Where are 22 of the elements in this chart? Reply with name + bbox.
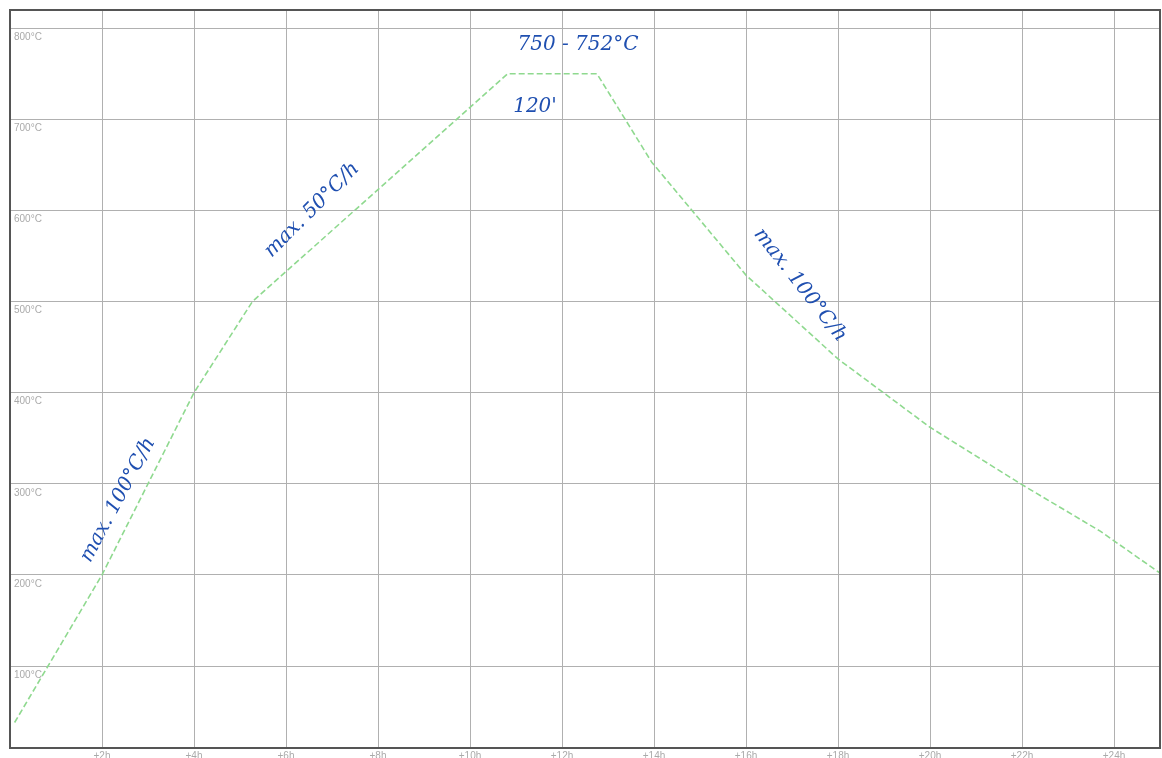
y-tick-label: 200°C xyxy=(14,577,42,589)
x-tick-label: +18h xyxy=(826,749,850,758)
x-tick-label: +14h xyxy=(642,749,666,758)
annotation: 120' xyxy=(513,93,557,118)
x-tick-label: +4h xyxy=(185,749,203,758)
y-tick-label: 400°C xyxy=(14,395,42,407)
x-tick-label: +6h xyxy=(277,749,295,758)
x-tick-label: +2h xyxy=(93,749,111,758)
y-tick-label: 600°C xyxy=(14,213,42,225)
x-tick-label: +10h xyxy=(458,749,482,758)
x-tick-label: +20h xyxy=(918,749,942,758)
annotation: 750 - 752°C xyxy=(517,31,639,56)
x-tick-label: +22h xyxy=(1010,749,1034,758)
y-tick-label: 700°C xyxy=(14,122,42,134)
x-tick-label: +16h xyxy=(734,749,758,758)
y-tick-label: 100°C xyxy=(14,668,42,680)
y-tick-label: 800°C xyxy=(14,30,42,42)
y-tick-label: 300°C xyxy=(14,486,42,498)
y-tick-label: 500°C xyxy=(14,304,42,316)
x-tick-label: +8h xyxy=(369,749,387,758)
x-tick-label: +24h xyxy=(1102,749,1126,758)
x-tick-label: +12h xyxy=(550,749,574,758)
